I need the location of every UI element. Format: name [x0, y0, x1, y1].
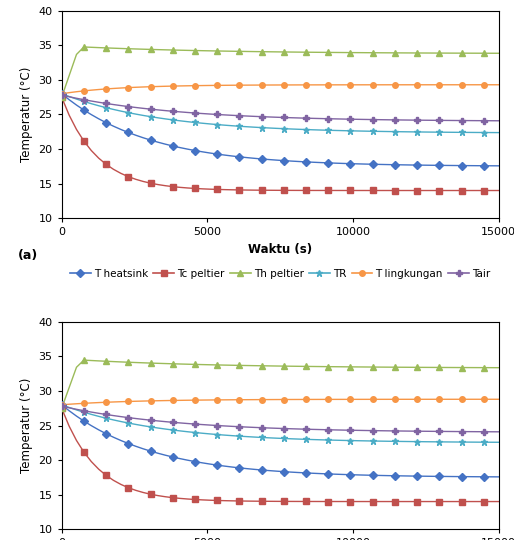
- Text: (a): (a): [18, 249, 38, 262]
- Legend: T heatsink, Tc peltier, Th peltier, TR, T lingkungan, Tair: T heatsink, Tc peltier, Th peltier, TR, …: [70, 269, 490, 279]
- Y-axis label: Temperatur (°C): Temperatur (°C): [20, 378, 33, 473]
- Y-axis label: Temperatur (°C): Temperatur (°C): [20, 67, 33, 162]
- X-axis label: Waktu (s): Waktu (s): [248, 243, 312, 256]
